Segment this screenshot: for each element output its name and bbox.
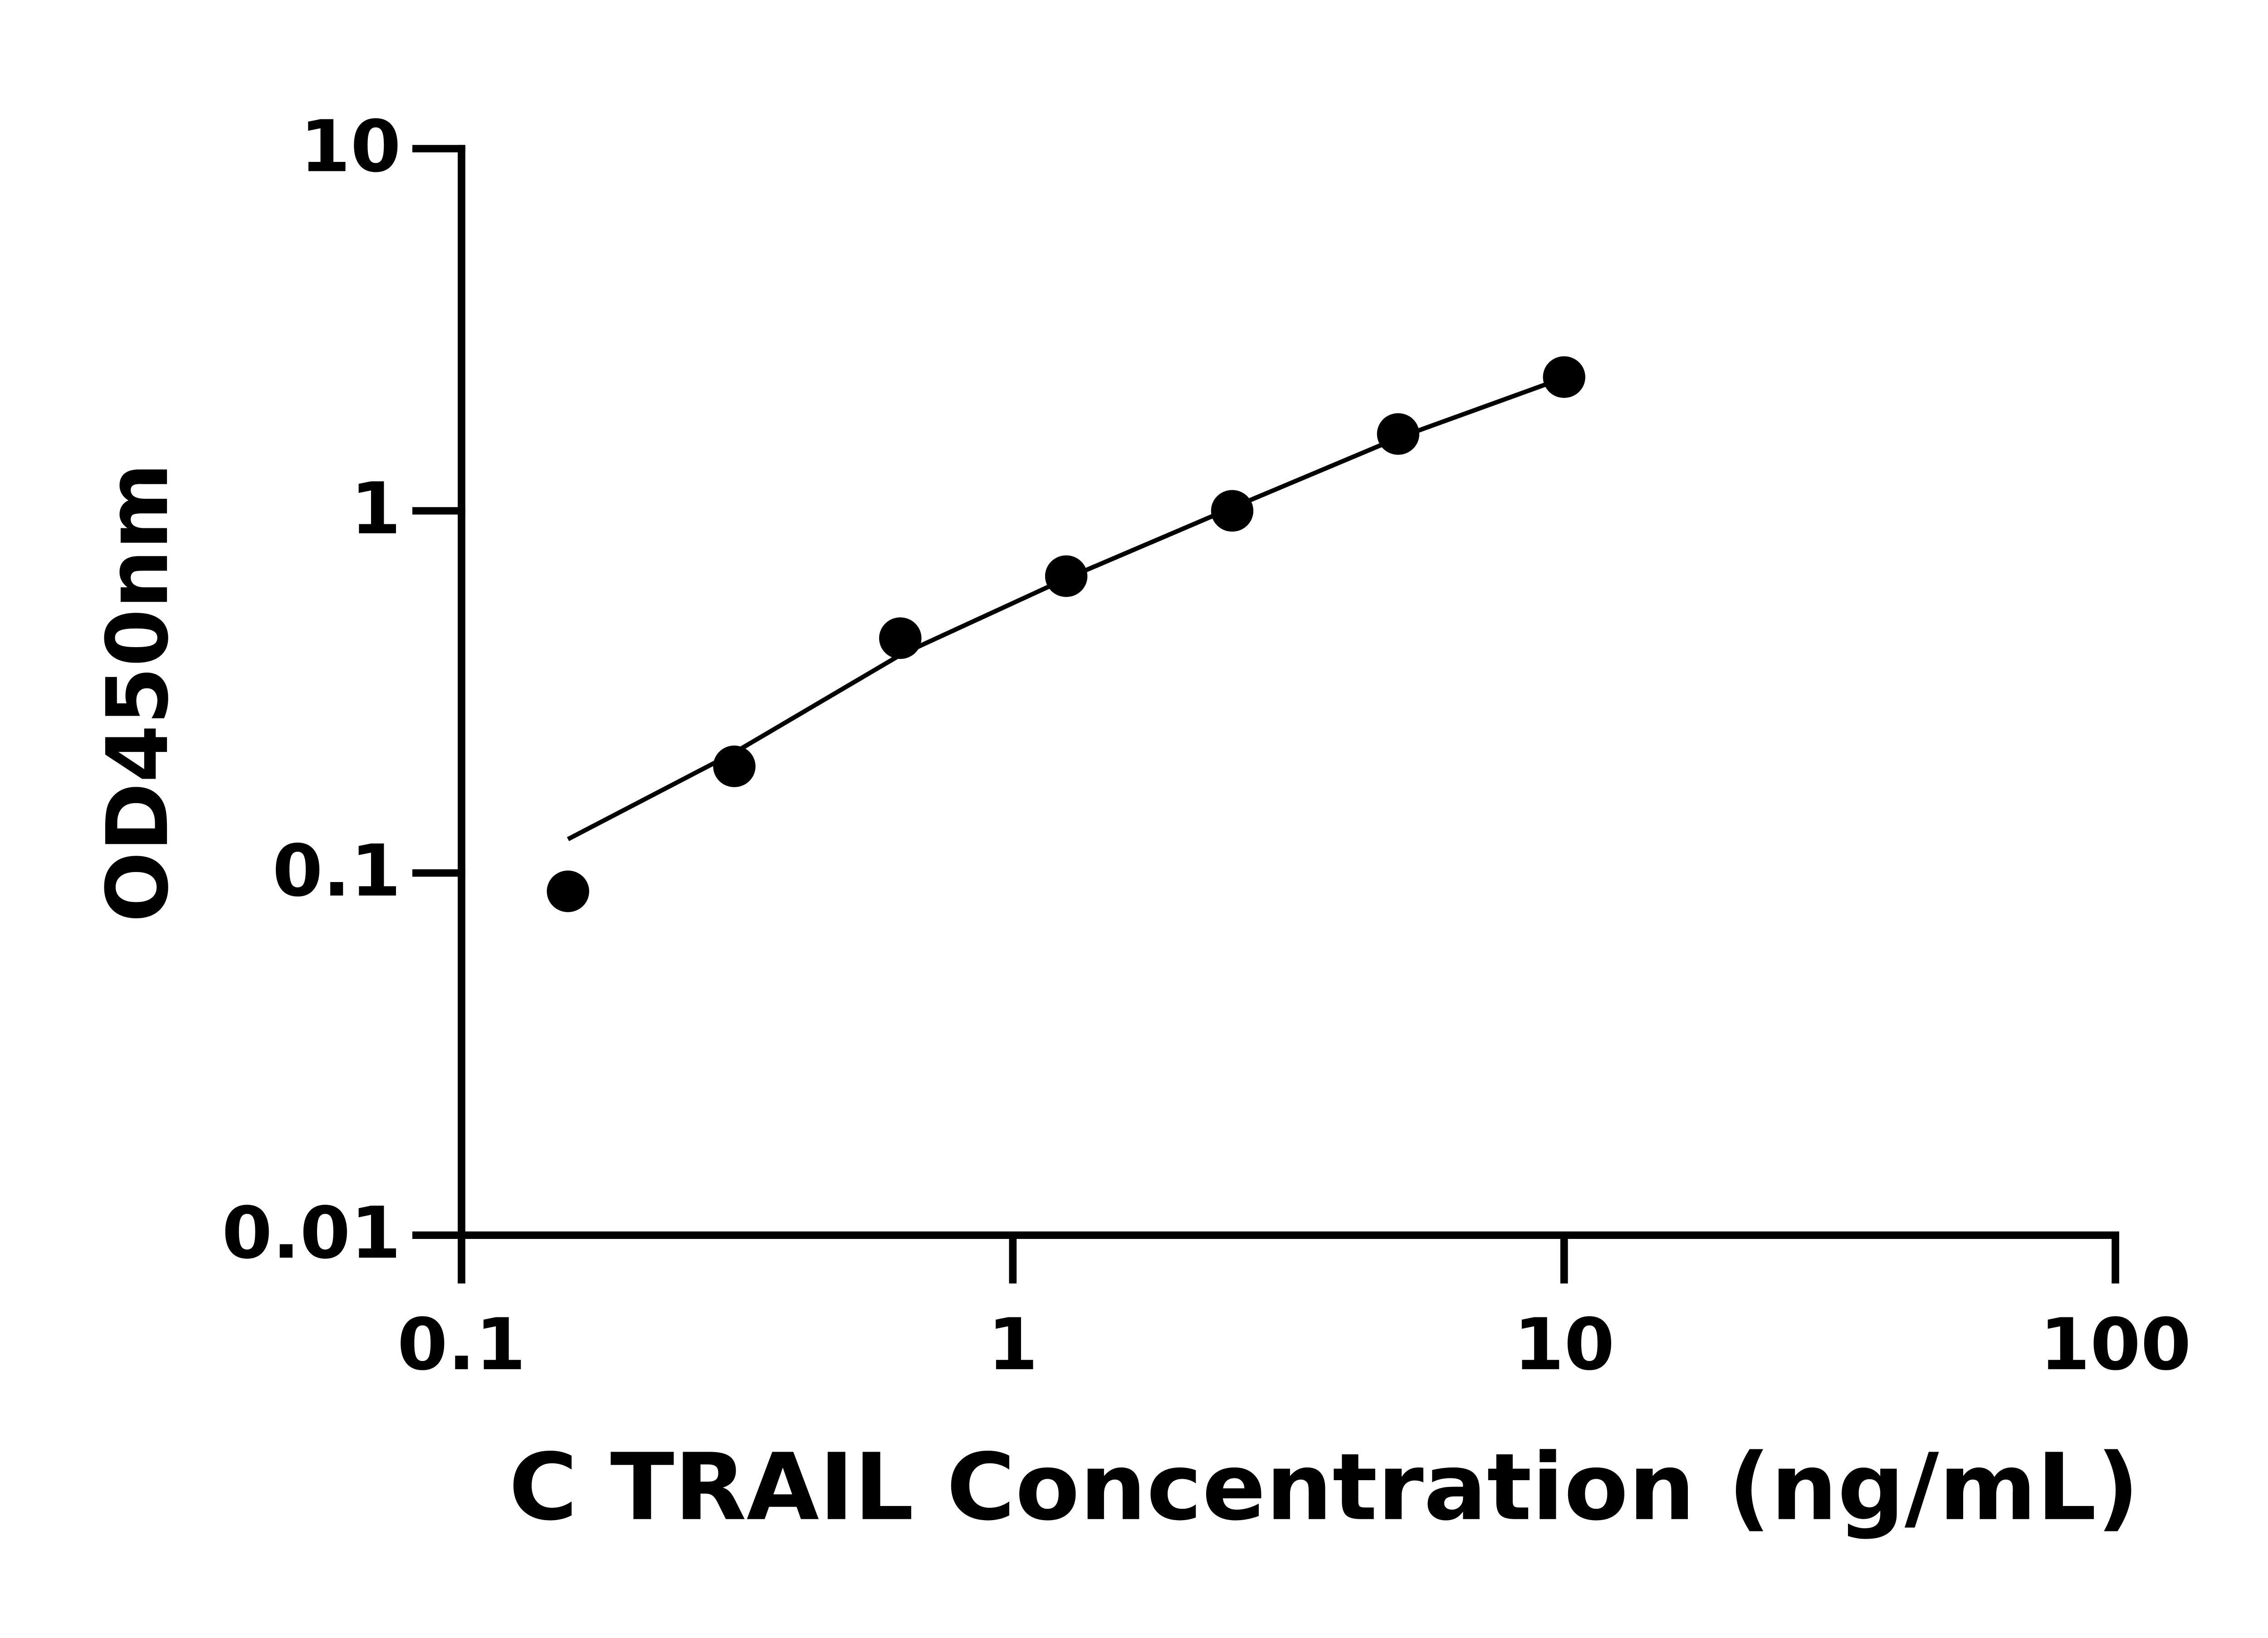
data-point [547,870,589,912]
y-tick-label: 10 [300,106,401,188]
y-tick-label: 0.01 [222,1192,401,1275]
y-tick-label: 1 [351,468,401,550]
data-point [879,617,922,659]
data-point [1045,555,1088,597]
x-tick-label: 100 [2040,1303,2191,1386]
x-tick-label: 0.1 [397,1303,526,1386]
data-point [1377,413,1420,455]
data-point [1543,356,1585,398]
x-tick-label: 10 [1514,1303,1615,1386]
y-axis-label: OD450nm [88,463,187,922]
x-tick-label: 1 [987,1303,1038,1386]
data-point [713,746,756,787]
y-tick-label: 0.1 [272,830,401,912]
data-point [1211,490,1254,532]
x-axis-label: C TRAIL Concentration (ng/mL) [509,1434,2140,1541]
